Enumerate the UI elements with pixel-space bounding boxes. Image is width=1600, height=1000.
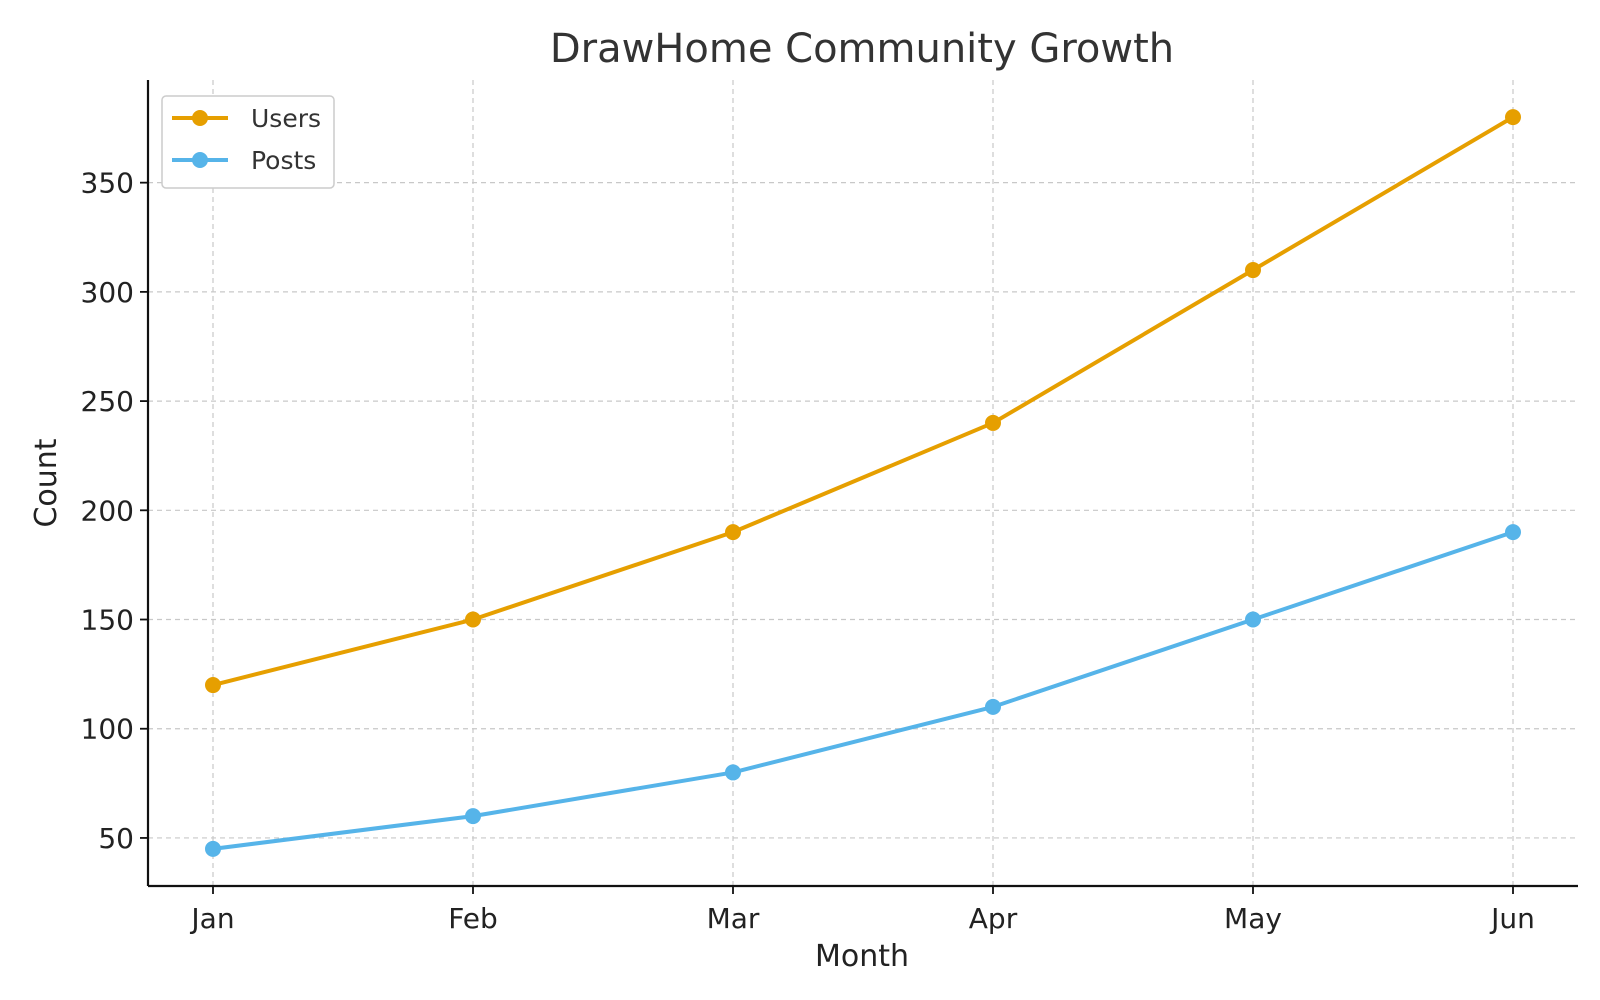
data-point	[465, 808, 481, 825]
x-tick-label: Jan	[189, 902, 234, 935]
data-point	[1505, 109, 1521, 126]
chart-title: DrawHome Community Growth	[550, 26, 1174, 72]
series-posts	[205, 524, 1521, 857]
data-point	[465, 611, 481, 628]
x-tick-label: Mar	[707, 902, 760, 935]
series	[205, 109, 1521, 857]
axes	[146, 80, 1578, 888]
y-tick-label: 100	[81, 713, 134, 746]
legend-swatch-marker	[192, 152, 208, 168]
y-tick-label: 50	[98, 822, 134, 855]
y-tick-label: 150	[81, 604, 134, 637]
legend: Users Posts	[161, 95, 335, 189]
x-axis-label: Month	[815, 939, 909, 974]
y-tick-label: 300	[81, 276, 134, 309]
legend-item: Users	[172, 104, 321, 133]
legend-item: Posts	[172, 146, 316, 175]
x-tick-label: Apr	[969, 902, 1018, 935]
ticks: Jan Feb Mar Apr May Jun 50 100 150 200 250 300 350	[81, 167, 1535, 935]
series-line	[212, 115, 1515, 687]
y-axis-label: Count	[29, 438, 64, 527]
data-point	[1505, 524, 1521, 541]
data-point	[725, 524, 741, 541]
y-tick-label: 250	[81, 385, 134, 418]
data-point	[725, 764, 741, 781]
series-line	[212, 530, 1514, 851]
y-tick-label: 350	[81, 167, 134, 200]
data-point	[985, 698, 1001, 715]
data-point	[1245, 611, 1261, 628]
x-tick-label: May	[1224, 902, 1282, 935]
series-users	[205, 109, 1521, 694]
legend-label: Users	[251, 104, 321, 133]
data-point	[985, 414, 1001, 431]
data-point	[1245, 262, 1261, 279]
y-tick-label: 200	[81, 494, 134, 527]
x-tick-label: Jun	[1489, 902, 1535, 935]
legend-swatch-marker	[192, 110, 208, 126]
grid	[148, 80, 1578, 886]
x-tick-label: Feb	[448, 902, 498, 935]
data-point	[205, 677, 221, 694]
legend-label: Posts	[251, 146, 316, 175]
data-point	[205, 840, 221, 857]
